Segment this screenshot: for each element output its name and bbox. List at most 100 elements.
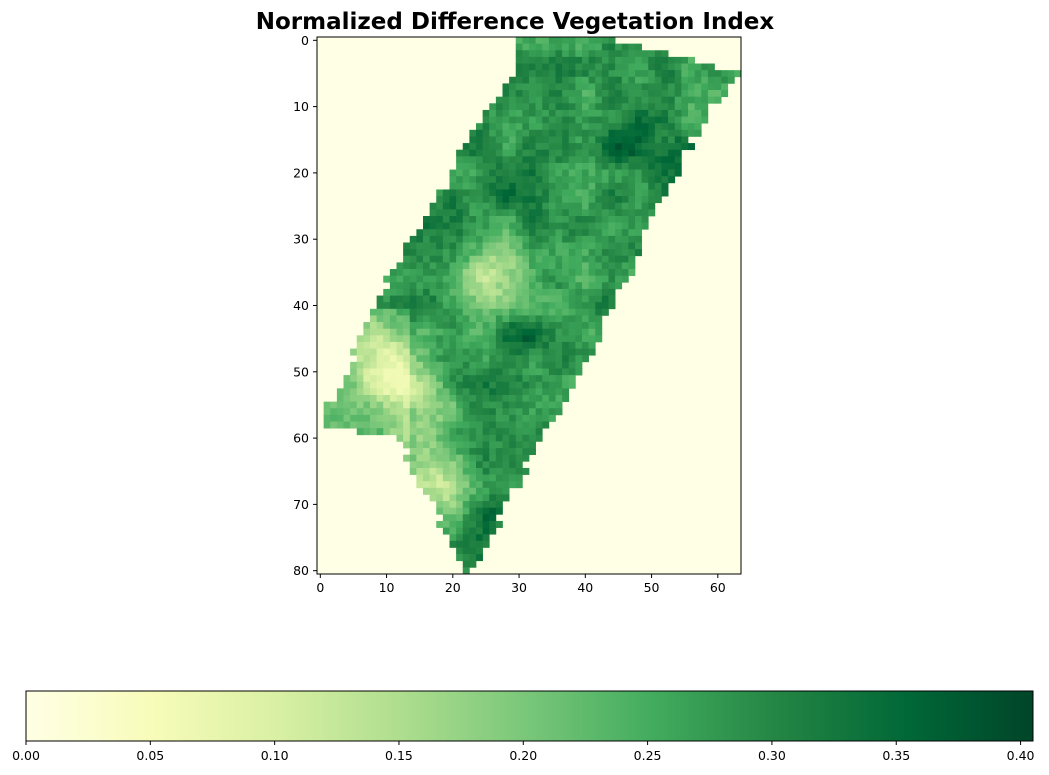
heatmap-cell xyxy=(707,76,715,84)
heatmap-cell xyxy=(628,162,636,170)
heatmap-cell xyxy=(482,341,490,349)
heatmap-cell xyxy=(476,328,483,336)
heatmap-cell xyxy=(555,209,563,217)
heatmap-cell xyxy=(582,255,589,263)
heatmap-cell xyxy=(476,196,483,204)
heatmap-cell xyxy=(522,63,530,71)
heatmap-cell xyxy=(456,249,464,257)
heatmap-cell xyxy=(568,361,576,369)
heatmap-cell xyxy=(456,481,464,489)
heatmap-cell xyxy=(462,196,470,204)
heatmap-cell xyxy=(628,156,636,164)
heatmap-cell xyxy=(595,63,603,71)
heatmap-cell xyxy=(489,467,497,475)
heatmap-cell xyxy=(529,90,536,98)
heatmap-cell xyxy=(436,308,444,316)
heatmap-cell xyxy=(555,308,563,316)
heatmap-cell xyxy=(582,109,589,117)
heatmap-cell xyxy=(489,401,497,409)
heatmap-cell xyxy=(595,196,603,204)
heatmap-cell xyxy=(529,143,536,151)
heatmap-cell xyxy=(449,507,457,515)
heatmap-cell xyxy=(509,282,517,290)
heatmap-cell xyxy=(436,461,444,469)
heatmap-cell xyxy=(489,308,497,316)
heatmap-cell xyxy=(502,361,510,369)
heatmap-cell xyxy=(462,361,470,369)
heatmap-cell xyxy=(482,136,490,144)
heatmap-cell xyxy=(515,222,523,230)
heatmap-cell xyxy=(383,302,391,310)
heatmap-cell xyxy=(582,96,589,104)
heatmap-cell xyxy=(535,414,543,422)
heatmap-cell xyxy=(502,222,510,230)
heatmap-cell xyxy=(370,328,377,336)
heatmap-cell xyxy=(681,143,689,151)
heatmap-cell xyxy=(601,176,609,184)
heatmap-cell xyxy=(403,395,411,402)
heatmap-cell xyxy=(403,341,411,349)
heatmap-cell xyxy=(502,474,510,482)
heatmap-cell xyxy=(509,434,517,442)
heatmap-cell xyxy=(456,454,464,462)
heatmap-cell xyxy=(515,189,523,197)
heatmap-cell xyxy=(588,328,596,336)
heatmap-cell xyxy=(336,408,344,416)
heatmap-cell xyxy=(502,288,510,296)
heatmap-cell xyxy=(668,70,676,78)
heatmap-cell xyxy=(502,428,510,436)
heatmap-cell xyxy=(462,262,470,270)
heatmap-cell xyxy=(495,189,503,197)
heatmap-cell xyxy=(601,96,609,104)
heatmap-cell xyxy=(416,395,424,402)
heatmap-cell xyxy=(535,255,543,263)
heatmap-cell xyxy=(456,368,464,376)
heatmap-cell xyxy=(482,414,490,422)
heatmap-cell xyxy=(555,196,563,204)
heatmap-cell xyxy=(555,56,563,64)
heatmap-cell xyxy=(423,368,430,376)
heatmap-cell xyxy=(535,235,543,243)
heatmap-cell xyxy=(588,288,596,296)
heatmap-cell xyxy=(449,222,457,230)
heatmap-cell xyxy=(482,527,490,535)
heatmap-cell xyxy=(548,129,556,137)
heatmap-cell xyxy=(628,103,636,111)
heatmap-cell xyxy=(436,249,444,257)
heatmap-cell xyxy=(456,169,464,177)
heatmap-cell xyxy=(694,90,702,98)
heatmap-cell xyxy=(529,381,536,389)
heatmap-cell xyxy=(456,335,464,343)
heatmap-cell xyxy=(548,401,556,409)
heatmap-cell xyxy=(502,434,510,442)
heatmap-cell xyxy=(363,341,371,349)
heatmap-cell xyxy=(389,288,397,296)
heatmap-cell xyxy=(582,37,589,44)
heatmap-cell xyxy=(469,527,477,535)
heatmap-cell xyxy=(588,182,596,190)
heatmap-cell xyxy=(489,136,497,144)
heatmap-cell xyxy=(489,481,497,489)
heatmap-cell xyxy=(595,255,603,263)
heatmap-cell xyxy=(456,375,464,383)
heatmap-cell xyxy=(615,162,623,170)
heatmap-cell xyxy=(608,262,616,270)
heatmap-cell xyxy=(515,474,523,482)
heatmap-cell xyxy=(423,408,430,416)
heatmap-cell xyxy=(615,189,623,197)
heatmap-cell xyxy=(442,375,450,383)
heatmap-cell xyxy=(548,109,556,117)
heatmap-cell xyxy=(595,116,603,124)
heatmap-cell xyxy=(502,348,510,356)
heatmap-cell xyxy=(522,76,530,84)
heatmap-cell xyxy=(403,302,411,310)
heatmap-cell xyxy=(555,355,563,363)
heatmap-cell xyxy=(469,328,477,336)
heatmap-cell xyxy=(502,388,510,396)
heatmap-cell xyxy=(469,428,477,436)
heatmap-cell xyxy=(529,196,536,204)
heatmap-cell xyxy=(495,275,503,283)
heatmap-cell xyxy=(648,83,656,91)
heatmap-cell xyxy=(423,348,430,356)
heatmap-cell xyxy=(502,83,510,91)
